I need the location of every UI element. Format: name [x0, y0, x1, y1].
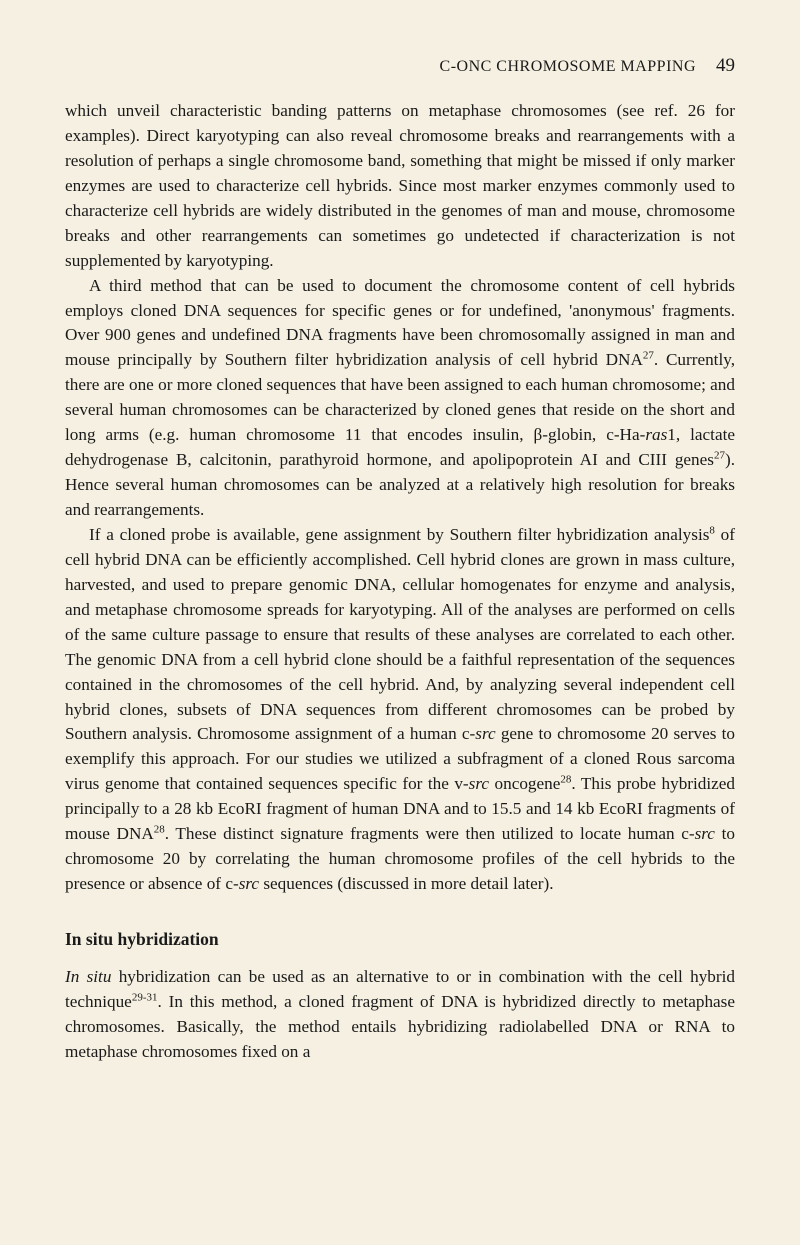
paragraph-3: If a cloned probe is available, gene ass… — [65, 523, 735, 897]
section-title: In situ hybridization — [65, 929, 735, 950]
page-header: C-ONC CHROMOSOME MAPPING 49 — [65, 55, 735, 77]
header-title: C-ONC CHROMOSOME MAPPING — [440, 58, 696, 75]
paragraph-2: A third method that can be used to docum… — [65, 274, 735, 523]
paragraph-1: which unveil characteristic banding patt… — [65, 99, 735, 274]
page-number: 49 — [716, 55, 735, 76]
paragraph-4: In situ hybridization can be used as an … — [65, 965, 735, 1065]
